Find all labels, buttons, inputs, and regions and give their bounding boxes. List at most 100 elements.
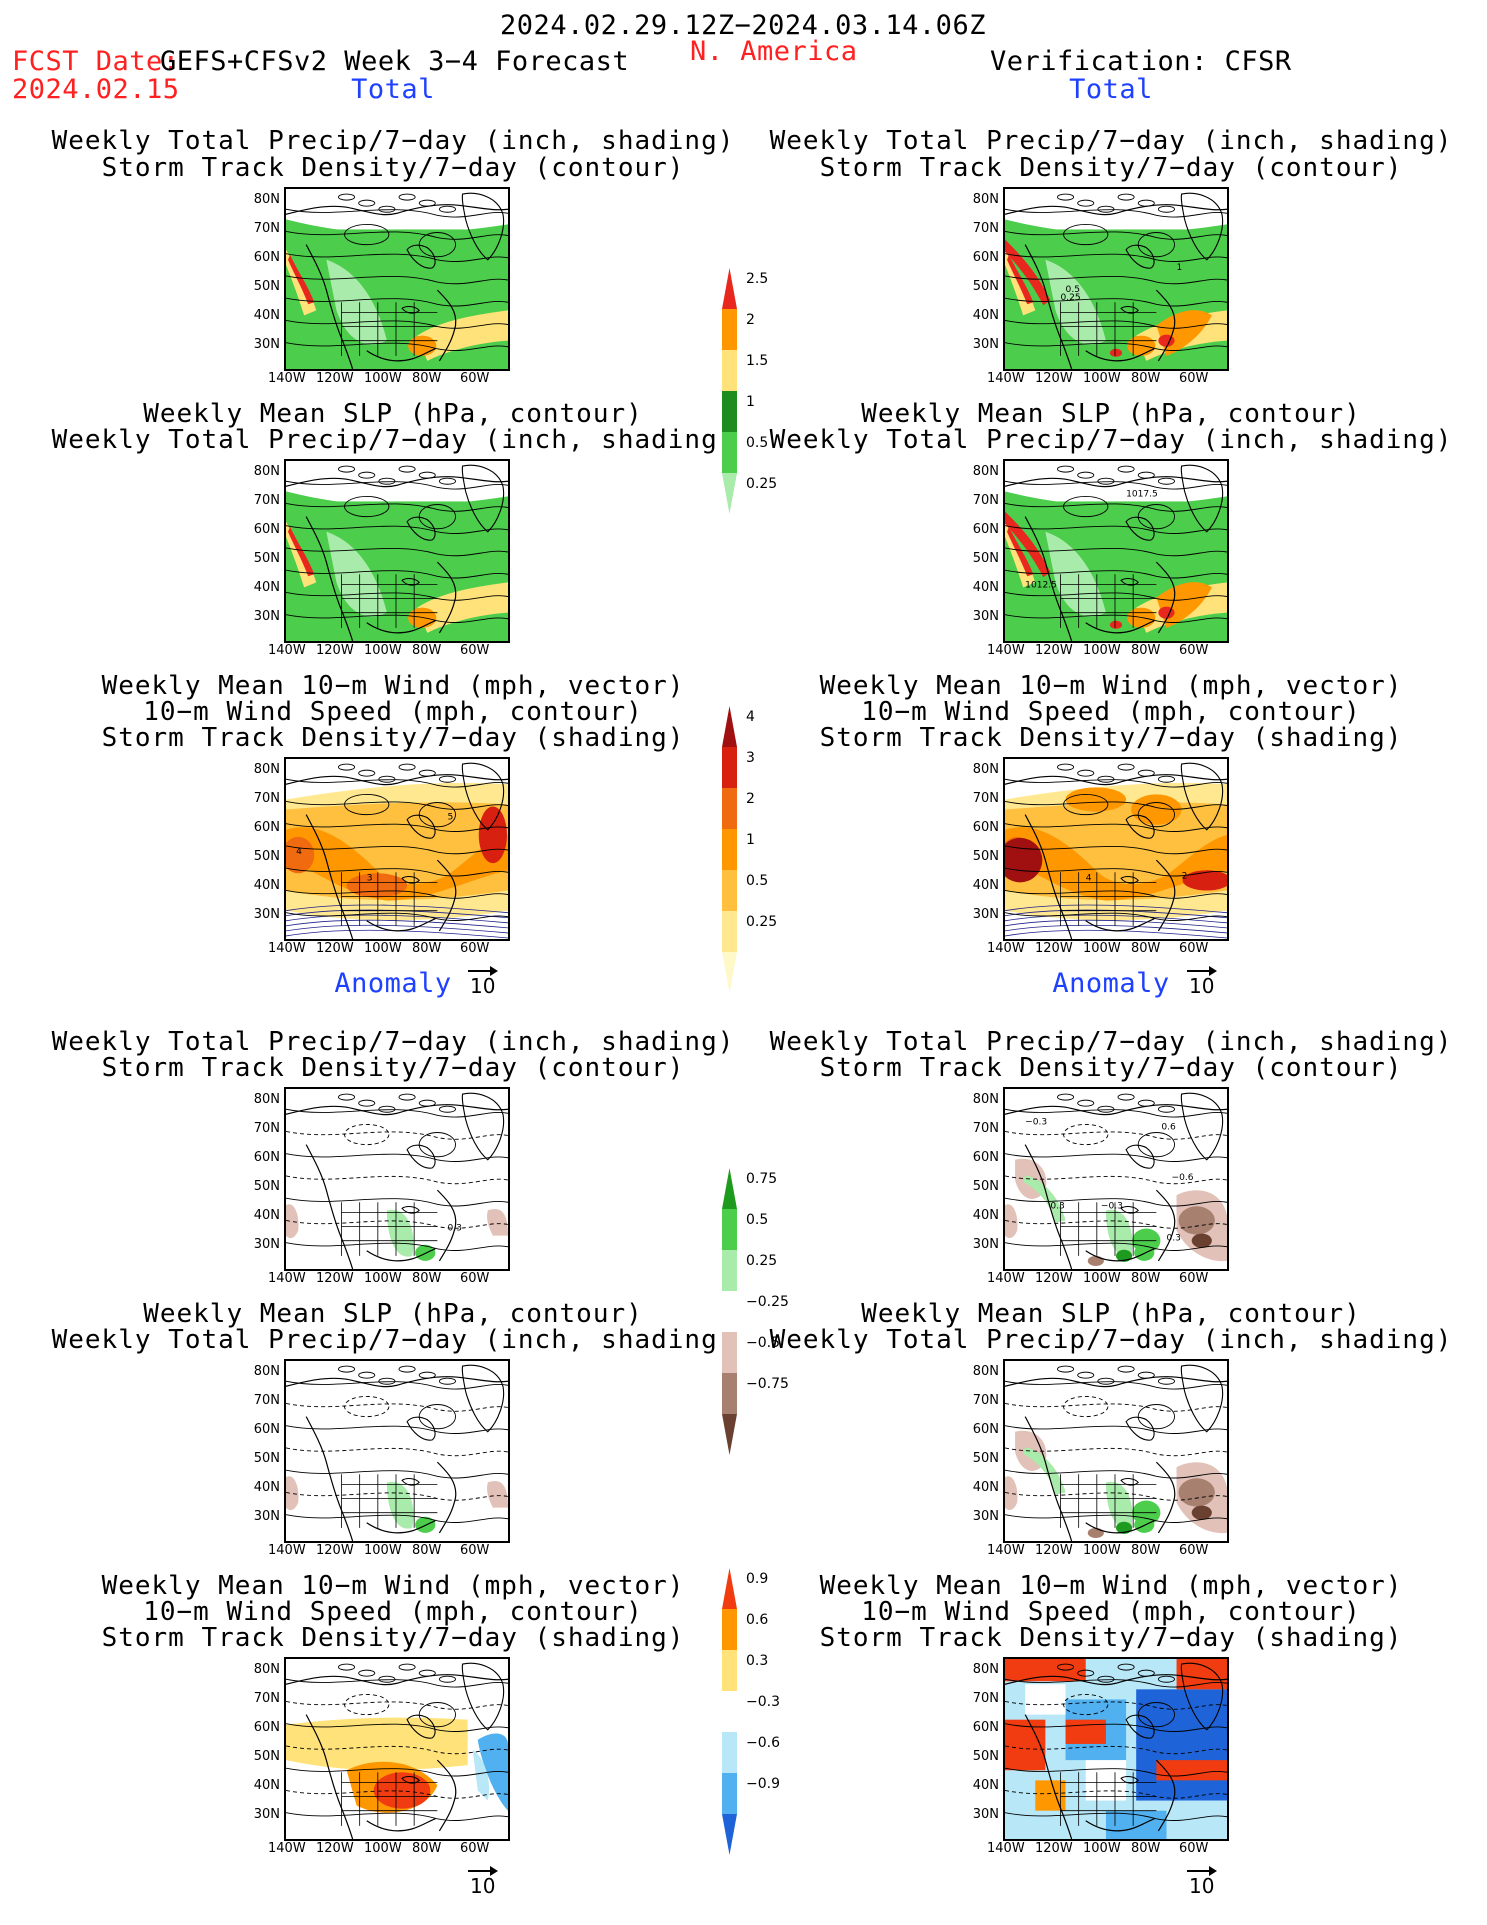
lat-tick-label: 40N: [972, 1778, 999, 1793]
lat-tick-label: 70N: [972, 493, 999, 508]
lon-tick-label: 80W: [412, 1841, 442, 1856]
lat-tick-label: 60N: [253, 1422, 280, 1437]
lat-tick-label: 70N: [253, 791, 280, 806]
colorbar-tick-label: −0.25: [746, 1294, 789, 1310]
contour-label: 1017.5: [1126, 489, 1158, 499]
map-l4: 0.3: [286, 1092, 508, 1269]
lat-tick-label: 80N: [253, 1092, 280, 1107]
lat-tick-label: 80N: [253, 192, 280, 207]
lon-tick-label: 140W: [987, 371, 1025, 386]
colorbar-track-total: [717, 676, 747, 1023]
contour-label: 0.3: [1166, 1234, 1181, 1244]
lon-tick-label: 100W: [364, 941, 402, 956]
map-l3: 4 3 5: [286, 759, 508, 939]
lon-tick-label: 120W: [316, 941, 354, 956]
contour-label: 0.3: [447, 1224, 462, 1234]
colorbar-precip-anom: [717, 1138, 747, 1485]
lat-tick-label: 80N: [972, 1092, 999, 1107]
panel-r4-title-line-1: Weekly Total Precip/7−day (inch, shading…: [769, 1027, 1453, 1057]
colorbar-tick-label: −0.5: [746, 1335, 780, 1351]
map-panel-r4: −0.3 0.3 −0.3 0.6 −0.6 0.3: [1003, 1087, 1229, 1271]
lat-tick-label: 50N: [972, 1749, 999, 1764]
lat-tick-label: 70N: [253, 493, 280, 508]
lon-tick-label: 140W: [987, 1543, 1025, 1558]
panel-l6-title-line-3: Storm Track Density/7−day (shading): [101, 1623, 685, 1653]
lat-tick-label: 40N: [972, 878, 999, 893]
lat-tick-label: 80N: [253, 762, 280, 777]
map-panel-l2: [284, 459, 510, 643]
colorbar-tick-label: 0.25: [746, 476, 778, 492]
map-r2: 1017.5 1012.5: [1005, 464, 1227, 641]
panel-r6-title-line-1: Weekly Mean 10−m Wind (mph, vector): [819, 1571, 1403, 1601]
map-r1: 0.250.5 1: [1005, 192, 1227, 369]
panel-l1-title-line-1: Weekly Total Precip/7−day (inch, shading…: [51, 126, 735, 156]
map-panel-r5: [1003, 1359, 1229, 1543]
panel-l2-title-line-2: Weekly Total Precip/7−day (inch, shading…: [51, 425, 735, 455]
lat-tick-label: 50N: [972, 551, 999, 566]
lat-tick-label: 30N: [972, 1509, 999, 1524]
colorbar-tick-label: 0.5: [746, 873, 769, 889]
contour-label: 0.25: [1061, 293, 1081, 303]
lon-tick-label: 80W: [412, 1543, 442, 1558]
lat-tick-label: 40N: [972, 1480, 999, 1495]
colorbar-track-anom: [717, 1538, 747, 1885]
panel-r6-title-line-2: 10−m Wind Speed (mph, contour): [861, 1597, 1361, 1627]
lon-tick-label: 100W: [1083, 1543, 1121, 1558]
lon-tick-label: 120W: [1035, 941, 1073, 956]
colorbar-tick-label: 1: [746, 832, 755, 848]
lon-tick-label: 140W: [268, 1271, 306, 1286]
lon-tick-label: 60W: [1179, 1841, 1209, 1856]
lon-tick-label: 80W: [1131, 643, 1161, 658]
contour-label: 1012.5: [1025, 580, 1057, 590]
lat-tick-label: 30N: [253, 609, 280, 624]
lat-tick-label: 40N: [253, 1778, 280, 1793]
panel-r2-title-line-1: Weekly Mean SLP (hPa, contour): [861, 399, 1361, 429]
lon-tick-label: 140W: [987, 1841, 1025, 1856]
contour-label: 0.5: [1066, 285, 1080, 295]
contour-label: 3: [367, 873, 373, 883]
lat-tick-label: 60N: [972, 1422, 999, 1437]
contour-label: 0.3: [1050, 1201, 1065, 1211]
colorbar-tick-label: 0.3: [746, 1653, 769, 1669]
vector-reference-arrow-icon: [468, 966, 498, 976]
lat-tick-label: 70N: [972, 791, 999, 806]
panel-r3-title-line-3: Storm Track Density/7−day (shading): [819, 723, 1403, 753]
lat-tick-label: 60N: [972, 1150, 999, 1165]
lat-tick-label: 70N: [253, 1691, 280, 1706]
lat-tick-label: 70N: [972, 1393, 999, 1408]
colorbar-tick-label: −0.6: [746, 1735, 780, 1751]
map-panel-l6: [284, 1657, 510, 1841]
lon-tick-label: 100W: [364, 371, 402, 386]
lon-tick-label: 140W: [987, 643, 1025, 658]
lat-tick-label: 40N: [253, 1208, 280, 1223]
lat-tick-label: 40N: [972, 580, 999, 595]
lon-tick-label: 60W: [460, 1271, 490, 1286]
colorbar-tick-label: 0.25: [746, 1253, 778, 1269]
lat-tick-label: 60N: [253, 522, 280, 537]
lat-tick-label: 70N: [253, 1393, 280, 1408]
map-panel-l4: 0.3: [284, 1087, 510, 1271]
contour-label: −0.3: [1101, 1201, 1123, 1211]
panel-r1-title-line-2: Storm Track Density/7−day (contour): [819, 153, 1403, 183]
lat-tick-label: 60N: [253, 1720, 280, 1735]
colorbar-tick-label: 2: [746, 791, 755, 807]
lat-tick-label: 60N: [972, 250, 999, 265]
lat-tick-label: 80N: [972, 1662, 999, 1677]
lat-tick-label: 30N: [972, 609, 999, 624]
lon-tick-label: 100W: [1083, 1841, 1121, 1856]
lon-tick-label: 100W: [364, 1543, 402, 1558]
forecast-period: 2024.02.29.12Z−2024.03.14.06Z: [500, 10, 986, 41]
panel-l4-title-line-2: Storm Track Density/7−day (contour): [101, 1053, 685, 1083]
colorbar-tick-label: −0.3: [746, 1694, 780, 1710]
map-panel-r1: 0.25 0.5 1: [1003, 187, 1229, 371]
lat-tick-label: 60N: [972, 522, 999, 537]
lat-tick-label: 30N: [972, 1807, 999, 1822]
map-panel-r2: 1017.5 1012.5: [1003, 459, 1229, 643]
lat-tick-label: 50N: [972, 849, 999, 864]
lat-tick-label: 30N: [253, 1237, 280, 1252]
colorbar-tick-label: −0.75: [746, 1376, 789, 1392]
lon-tick-label: 100W: [1083, 1271, 1121, 1286]
contour-label: 5: [447, 813, 453, 823]
lat-tick-label: 70N: [253, 1121, 280, 1136]
panel-r5-title-line-1: Weekly Mean SLP (hPa, contour): [861, 1299, 1361, 1329]
